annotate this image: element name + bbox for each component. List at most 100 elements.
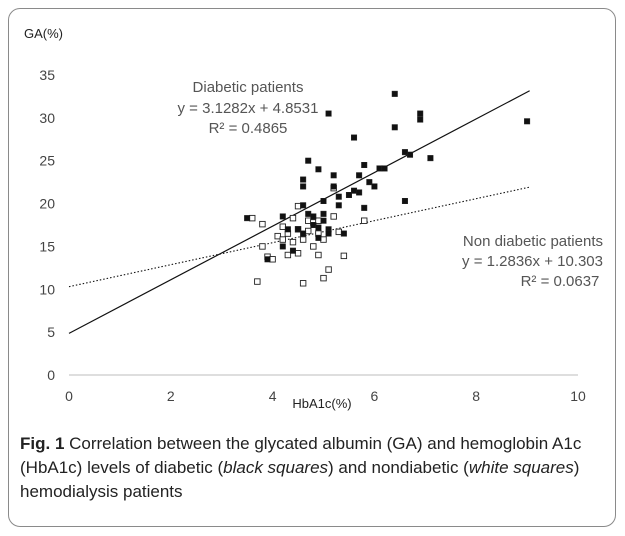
diabetic-point: [335, 193, 342, 200]
nondiabetic-point: [315, 217, 322, 224]
diabetic-point: [295, 226, 302, 233]
diabetic-point: [417, 110, 424, 117]
diabetic-point: [427, 155, 434, 162]
caption-text-3: ) hemodialysis patients: [20, 458, 580, 501]
diabetic-point: [325, 230, 332, 237]
x-tick-label: 8: [472, 388, 480, 404]
diabetic-point: [315, 234, 322, 241]
nondiabetic-point: [361, 217, 368, 224]
caption-italic-1: black squares: [223, 458, 329, 477]
nondiabetic-point: [274, 232, 281, 240]
y-tick-label: 30: [39, 110, 55, 126]
x-tick-label: 2: [167, 388, 175, 404]
nondiabetic-point: [320, 236, 327, 243]
diabetic-point: [361, 204, 368, 211]
nondiabetic-point: [305, 227, 312, 235]
nondiabetic-series-label: Non diabetic patients: [463, 233, 603, 250]
diabetic-point: [524, 118, 531, 125]
x-axis-label: HbA1c(%): [292, 396, 351, 411]
x-tick-label: 10: [570, 388, 586, 404]
nondiabetic-trendline: [68, 186, 530, 288]
diabetic-point: [325, 110, 332, 117]
nondiabetic-point: [259, 243, 266, 250]
diabetic-point: [244, 215, 251, 222]
diabetic-point: [376, 165, 383, 172]
x-tick-label: 4: [269, 388, 277, 404]
figure-caption: Fig. 1 Correlation between the glycated …: [20, 432, 610, 504]
y-tick-label: 25: [39, 153, 55, 169]
diabetic-point: [391, 124, 398, 131]
diabetic-point: [315, 166, 322, 173]
x-tick-label: 6: [371, 388, 379, 404]
diabetic-trendline: [68, 90, 530, 334]
x-tick-labels: 0 2 4 6 8 10: [65, 388, 586, 404]
nondiabetic-point: [289, 238, 297, 246]
y-tick-labels: 0 5 10 15 20 25 30 35: [39, 67, 55, 383]
diabetic-point: [279, 213, 286, 220]
nondiabetic-point: [294, 202, 302, 210]
caption-text-1: Correlation between the glycated albumin…: [20, 434, 582, 477]
chart: GA(%) 0 5 10 15 20 25 30 35 0 2 4 6 8 10 HbA1c(%) Di…: [24, 26, 603, 411]
diabetic-point: [320, 198, 327, 204]
y-tick-label: 20: [39, 196, 55, 212]
diabetic-point: [351, 134, 358, 141]
diabetic-point: [284, 226, 291, 233]
diabetic-point: [401, 149, 408, 156]
y-tick-label: 0: [47, 367, 55, 383]
diabetic-point: [417, 116, 424, 123]
nondiabetic-point: [284, 251, 292, 259]
nondiabetic-point: [299, 280, 307, 287]
diabetic-point: [320, 217, 327, 224]
caption-italic-2: white squares: [468, 458, 574, 477]
diabetic-point: [310, 222, 317, 228]
caption-text-2: ) and nondiabetic (: [328, 458, 469, 477]
nondiabetic-point: [299, 236, 307, 243]
diabetic-point: [335, 202, 342, 209]
diabetic-point: [315, 224, 322, 231]
data-points: [244, 90, 531, 287]
y-tick-label: 10: [39, 281, 55, 297]
nondiabetic-point: [279, 236, 286, 243]
diabetic-point: [356, 189, 363, 196]
nondiabetic-point: [279, 223, 286, 230]
figure-frame: [8, 8, 616, 527]
trendlines: [68, 90, 530, 334]
diabetic-point: [289, 247, 296, 254]
nondiabetic-point: [254, 278, 261, 285]
nondiabetic-trend-r2: R² = 0.0637: [521, 273, 600, 290]
nondiabetic-point: [259, 220, 266, 228]
nondiabetic-point: [325, 266, 332, 273]
diabetic-point: [361, 162, 368, 168]
diabetic-point: [320, 210, 327, 217]
diabetic-point: [391, 90, 398, 97]
diabetic-point: [407, 151, 414, 158]
diabetic-point: [310, 213, 317, 220]
nondiabetic-point: [269, 256, 276, 263]
nondiabetic-point: [330, 213, 337, 220]
nondiabetic-point: [249, 214, 256, 222]
y-tick-label: 35: [39, 67, 55, 83]
diabetic-point: [264, 256, 271, 263]
diabetic-point: [300, 230, 307, 237]
diabetic-point: [371, 183, 378, 190]
nondiabetic-point: [315, 251, 322, 259]
diabetic-trend-equation: y = 3.1282x + 4.8531: [178, 100, 319, 117]
y-tick-label: 15: [39, 238, 55, 254]
diabetic-point: [330, 183, 337, 190]
diabetic-point: [351, 187, 358, 194]
nondiabetic-point: [294, 250, 302, 257]
diabetic-trend-r2: R² = 0.4865: [209, 120, 288, 137]
diabetic-point: [300, 202, 307, 209]
diabetic-point: [330, 172, 337, 179]
nondiabetic-point: [340, 252, 348, 260]
diabetic-point: [305, 210, 312, 217]
y-axis-label: GA(%): [24, 26, 63, 41]
diabetic-point: [345, 192, 352, 198]
x-tick-label: 0: [65, 388, 73, 404]
diabetic-series-label: Diabetic patients: [193, 79, 304, 96]
diabetic-point: [300, 176, 307, 183]
diabetic-point: [366, 179, 373, 186]
caption-label: Fig. 1: [20, 434, 65, 453]
diabetic-point: [300, 183, 307, 190]
diabetic-point: [381, 165, 388, 172]
